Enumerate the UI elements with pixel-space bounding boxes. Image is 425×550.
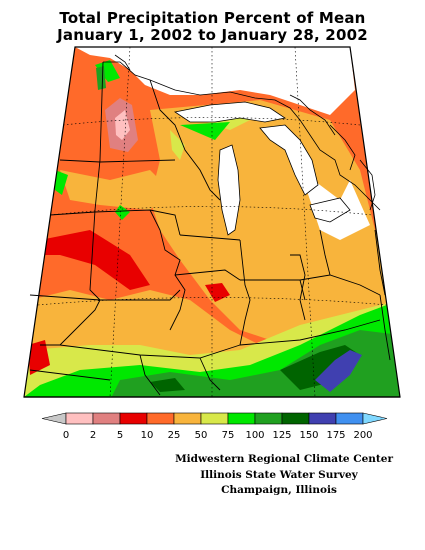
legend-tick-label: 75: [222, 430, 235, 441]
state-borders: [29, 61, 391, 396]
legend-swatch: [362, 412, 388, 425]
legend-tick-label: 175: [326, 430, 345, 441]
great-lakes: [173, 101, 351, 236]
legend-tick-label: 50: [195, 430, 208, 441]
legend-swatch: [308, 412, 337, 425]
legend-swatch: [227, 412, 256, 425]
legend-swatch: [119, 412, 148, 425]
legend-swatch: [254, 412, 283, 425]
map-title: Total Precipitation Percent of Mean: [59, 9, 366, 27]
legend-tick-label: 200: [353, 430, 372, 441]
legend-swatch: [173, 412, 202, 425]
legend-swatch: [41, 412, 67, 425]
legend-tick-label: 5: [117, 430, 123, 441]
legend-tick-label: 0: [63, 430, 69, 441]
graticule: [37, 46, 389, 398]
legend-swatch: [146, 412, 175, 425]
legend-tick-label: 100: [245, 430, 264, 441]
legend-swatch: [92, 412, 121, 425]
legend-tick-label: 10: [141, 430, 154, 441]
legend-swatches: [41, 412, 388, 425]
credit-survey: Illinois State Water Survey: [200, 469, 358, 481]
credit-location: Champaign, Illinois: [221, 484, 337, 496]
map-date-range: January 1, 2002 to January 28, 2002: [57, 26, 368, 44]
legend-swatch: [65, 412, 94, 425]
legend-swatch: [335, 412, 364, 425]
legend-swatch: [281, 412, 310, 425]
legend-swatch: [200, 412, 229, 425]
credit-center: Midwestern Regional Climate Center: [175, 453, 393, 465]
legend-tick-label: 25: [168, 430, 181, 441]
legend-tick-label: 2: [90, 430, 96, 441]
legend-tick-label: 125: [272, 430, 291, 441]
legend-ticks: 0 2 5 10 25 50 75 100 125 150 175 200: [63, 430, 373, 441]
legend-tick-label: 150: [299, 430, 318, 441]
